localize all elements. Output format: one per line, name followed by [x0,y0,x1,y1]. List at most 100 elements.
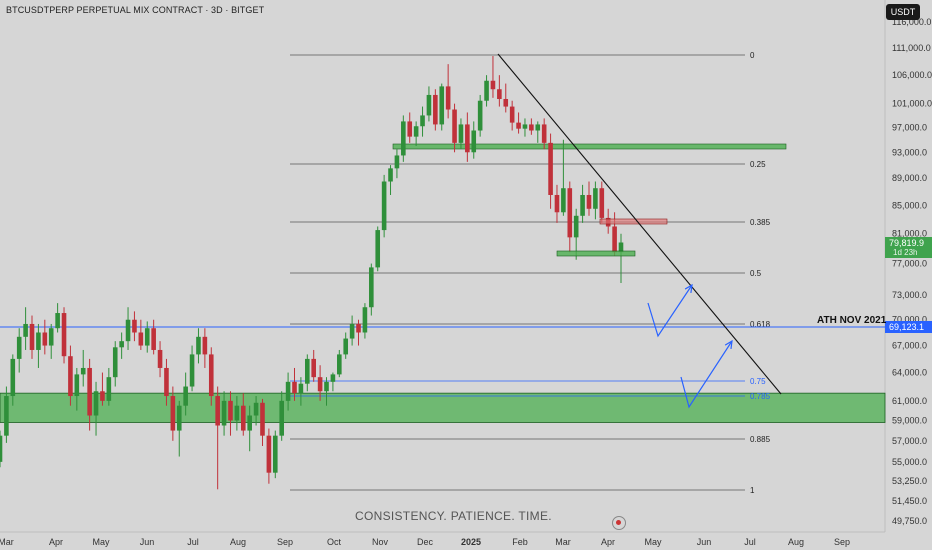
x-tick-label: May [92,537,110,547]
x-tick-label: Mar [0,537,14,547]
candle-body [4,396,9,436]
tradingview-logo-icon[interactable] [612,516,626,530]
candle-body [362,307,368,333]
candle-body [503,98,509,107]
x-tick-label: Feb [512,537,528,547]
y-tick-label: 101,000.0 [892,99,932,109]
x-tick-label: Oct [327,537,342,547]
candle-body [253,402,259,416]
candle-body [202,336,208,355]
demand-zone [0,392,886,423]
support-box [556,250,636,257]
current-price-countdown: 1d 23h [893,248,917,257]
y-tick-label: 57,000.0 [892,436,927,446]
fib-label: 1 [750,486,755,495]
x-tick-label: 2025 [461,537,481,547]
candle-body [580,194,585,216]
candle-body [509,106,515,123]
candle-body [465,124,470,153]
candle-body [125,319,131,342]
x-tick-label: Jun [697,537,712,547]
candle-body [87,367,92,416]
ath-label: ATH NOV 2021 [817,315,887,326]
y-tick-label: 106,000.0 [892,70,932,80]
current-price-value: 79,819.9 [889,238,924,248]
x-tick-label: Apr [601,537,615,547]
candle-body [93,391,99,416]
candle-body [311,358,317,378]
candle-body [189,354,195,387]
candle-body [240,405,246,431]
candle-body [433,94,438,125]
y-tick-label: 55,000.0 [892,457,927,467]
x-tick-label: Aug [230,537,246,547]
candle-body [330,374,336,382]
y-tick-label: 49,750.0 [892,516,927,526]
currency-button[interactable]: USDT [886,4,920,20]
candle-body [10,358,16,397]
x-tick-label: Jun [140,537,155,547]
candle-body [247,415,252,431]
y-tick-label: 70,000.0 [892,315,927,325]
y-tick-label: 116,000.0 [892,17,931,27]
candle-body [36,332,41,350]
y-tick-label: 51,450.0 [892,496,927,506]
projection-arrow-head [724,339,733,350]
current-price-tag [885,237,932,258]
resistance-zone [392,143,787,150]
candle-body [0,435,3,462]
candle-body [407,121,413,137]
candle-body [343,338,349,355]
ath-price-tag [885,321,932,333]
candle-body [100,391,105,401]
candle-body [516,122,521,129]
candle-body [176,405,182,431]
candle-body [618,242,624,253]
candle-body [452,109,457,143]
fib-label: 0.885 [750,435,771,444]
candle-body [369,267,374,308]
y-tick-label: 81,000.0 [892,229,927,239]
candle-body [612,226,617,253]
y-tick-label: 85,000.0 [892,200,927,210]
candle-body [234,405,240,421]
candle-body [260,402,265,436]
candle-body [349,323,355,339]
x-tick-label: Sep [834,537,850,547]
candle-body [68,356,73,397]
candle-body [61,313,67,357]
candle-body [567,188,573,238]
candle-body [272,435,278,473]
candle-body [208,354,214,397]
y-tick-label: 97,000.0 [892,122,927,132]
candle-body [132,319,137,333]
candle-body [228,400,233,421]
candle-body [529,124,534,131]
x-tick-label: Apr [49,537,63,547]
candle-body [55,313,60,329]
candle-body [112,347,118,378]
fib-label: 0.25 [750,160,766,169]
candle-body [426,94,432,116]
candle-body [151,328,156,350]
fib-label: 0.785 [750,392,771,401]
x-tick-label: Mar [555,537,571,547]
candle-body [401,121,406,156]
candle-body [535,124,541,131]
fib-label: 0.75 [750,377,766,386]
candle-body [285,381,291,401]
candle-body [593,188,598,209]
y-tick-label: 53,250.0 [892,476,927,486]
y-tick-label: 61,000.0 [892,396,927,406]
candle-body [420,115,425,127]
candle-body [522,124,528,129]
chart-title: BTCUSDTPERP PERPETUAL MIX CONTRACT · 3D … [6,5,265,15]
candle-body [157,349,163,368]
candle-body [337,354,342,375]
candle-body [439,86,445,125]
candle-body [29,323,35,350]
candle-body [80,367,86,375]
candle-body [554,194,560,213]
y-tick-label: 73,000.0 [892,290,927,300]
